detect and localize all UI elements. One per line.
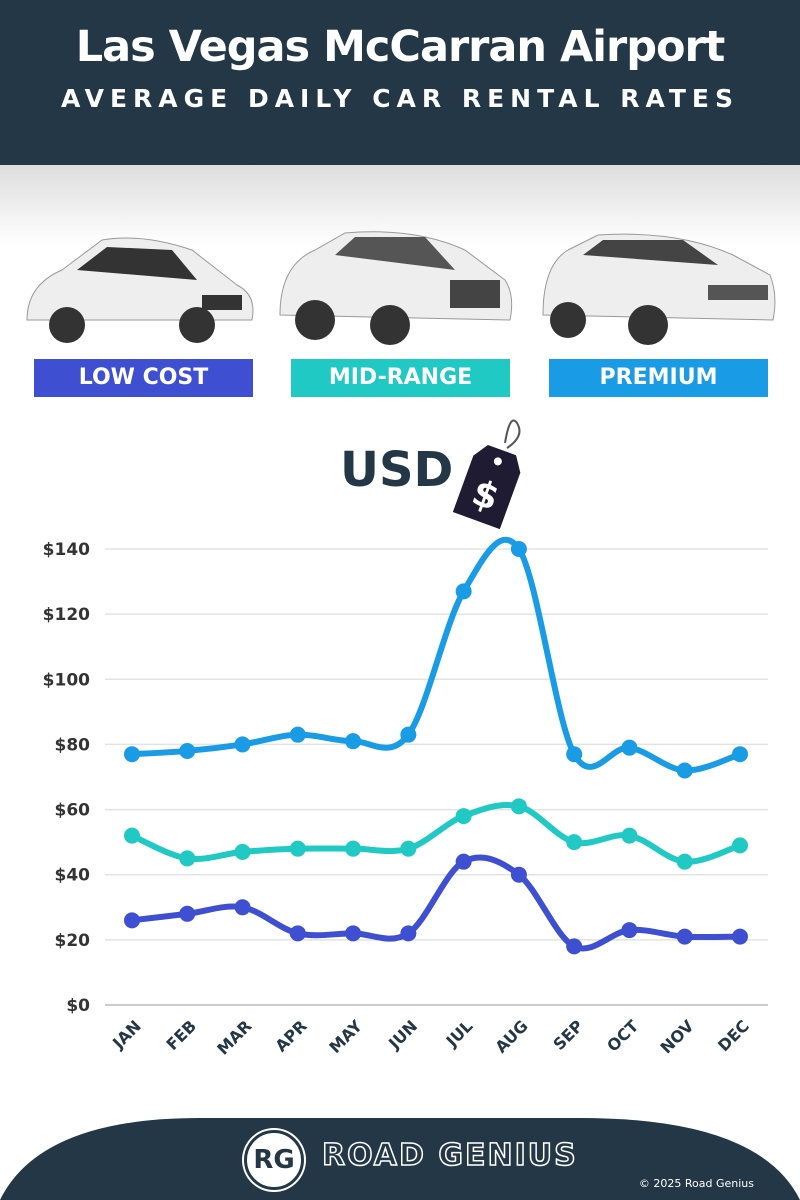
data-point [510,866,527,883]
copyright: © 2025 Road Genius [638,1177,754,1190]
legend-premium: PREMIUM [549,359,768,397]
low-cost-car-image [26,237,254,343]
data-point [289,840,306,857]
data-point [732,837,748,854]
data-point [510,541,527,557]
road-genius-logo: RG [244,1130,304,1190]
data-point [400,726,417,743]
data-point [510,798,527,815]
data-point [289,726,306,743]
data-point [676,853,693,870]
y-tick-label: $20 [55,931,91,951]
data-point [234,899,251,916]
data-point [566,834,583,851]
x-tick-label: FEB [163,1016,201,1054]
series-line-low-cost [129,854,743,952]
line-chart: $0 $20 $40 $60 $80 $100 $120 $140 JAN FEB MAR APR MA… [43,536,768,1059]
x-tick-label: SEP [549,1016,587,1054]
data-point [345,840,362,857]
legend-mid-range: MID-RANGE [291,359,510,397]
y-tick-label: $60 [55,801,91,821]
x-tick-label: OCT [603,1016,642,1055]
legend-low-cost: LOW COST [34,359,253,397]
y-tick-label: $0 [66,996,90,1016]
y-tick-label: $40 [55,866,91,886]
y-tick-label: $140 [43,540,90,560]
x-tick-label: NOV [657,1016,698,1057]
data-point [400,925,417,942]
data-point [732,928,748,945]
data-point [345,925,362,942]
x-tick-label: MAY [325,1016,366,1057]
data-point [124,827,140,844]
data-point [455,853,472,870]
data-point [289,925,306,942]
x-tick-label: JAN [108,1016,145,1053]
footer-band [0,1118,800,1200]
brand-name: ROAD GENIUS [321,1137,578,1174]
y-tick-label: $100 [43,670,90,690]
x-tick-label: JUN [384,1016,421,1053]
data-point [621,827,638,844]
data-point [566,938,583,955]
data-point [566,746,583,763]
data-point [621,739,638,756]
x-tick-label: APR [271,1016,310,1055]
page-title: Las Vegas McCarran Airport [75,22,726,72]
data-point [179,850,196,867]
data-point [179,742,196,759]
data-point [234,843,251,860]
data-point [234,736,251,753]
page-subtitle: AVERAGE DAILY CAR RENTAL RATES [60,84,739,113]
data-point [621,922,638,939]
x-tick-label: MAR [213,1016,255,1058]
data-point [676,762,693,779]
x-tick-label: AUG [491,1016,531,1056]
x-tick-label: DEC [714,1016,753,1055]
series-line-mid-range [129,802,743,865]
data-point [124,912,140,929]
header: Las Vegas McCarran Airport AVERAGE DAILY… [0,0,800,165]
data-point [345,733,362,750]
currency-label: USD [340,442,454,498]
data-point [124,746,140,763]
series-line-premium [129,536,743,774]
data-point [732,746,748,763]
price-tag-icon: $ [452,419,521,530]
header-shadow [0,165,800,245]
y-tick-label: $80 [55,735,91,755]
y-tick-label: $120 [43,605,90,625]
data-point [676,928,693,945]
data-point [455,583,472,600]
data-point [455,808,472,825]
data-point [179,905,196,922]
mid-range-car-image [279,231,513,345]
premium-car-image [542,233,776,345]
data-point [400,840,417,857]
x-tick-label: JUL [442,1016,477,1051]
